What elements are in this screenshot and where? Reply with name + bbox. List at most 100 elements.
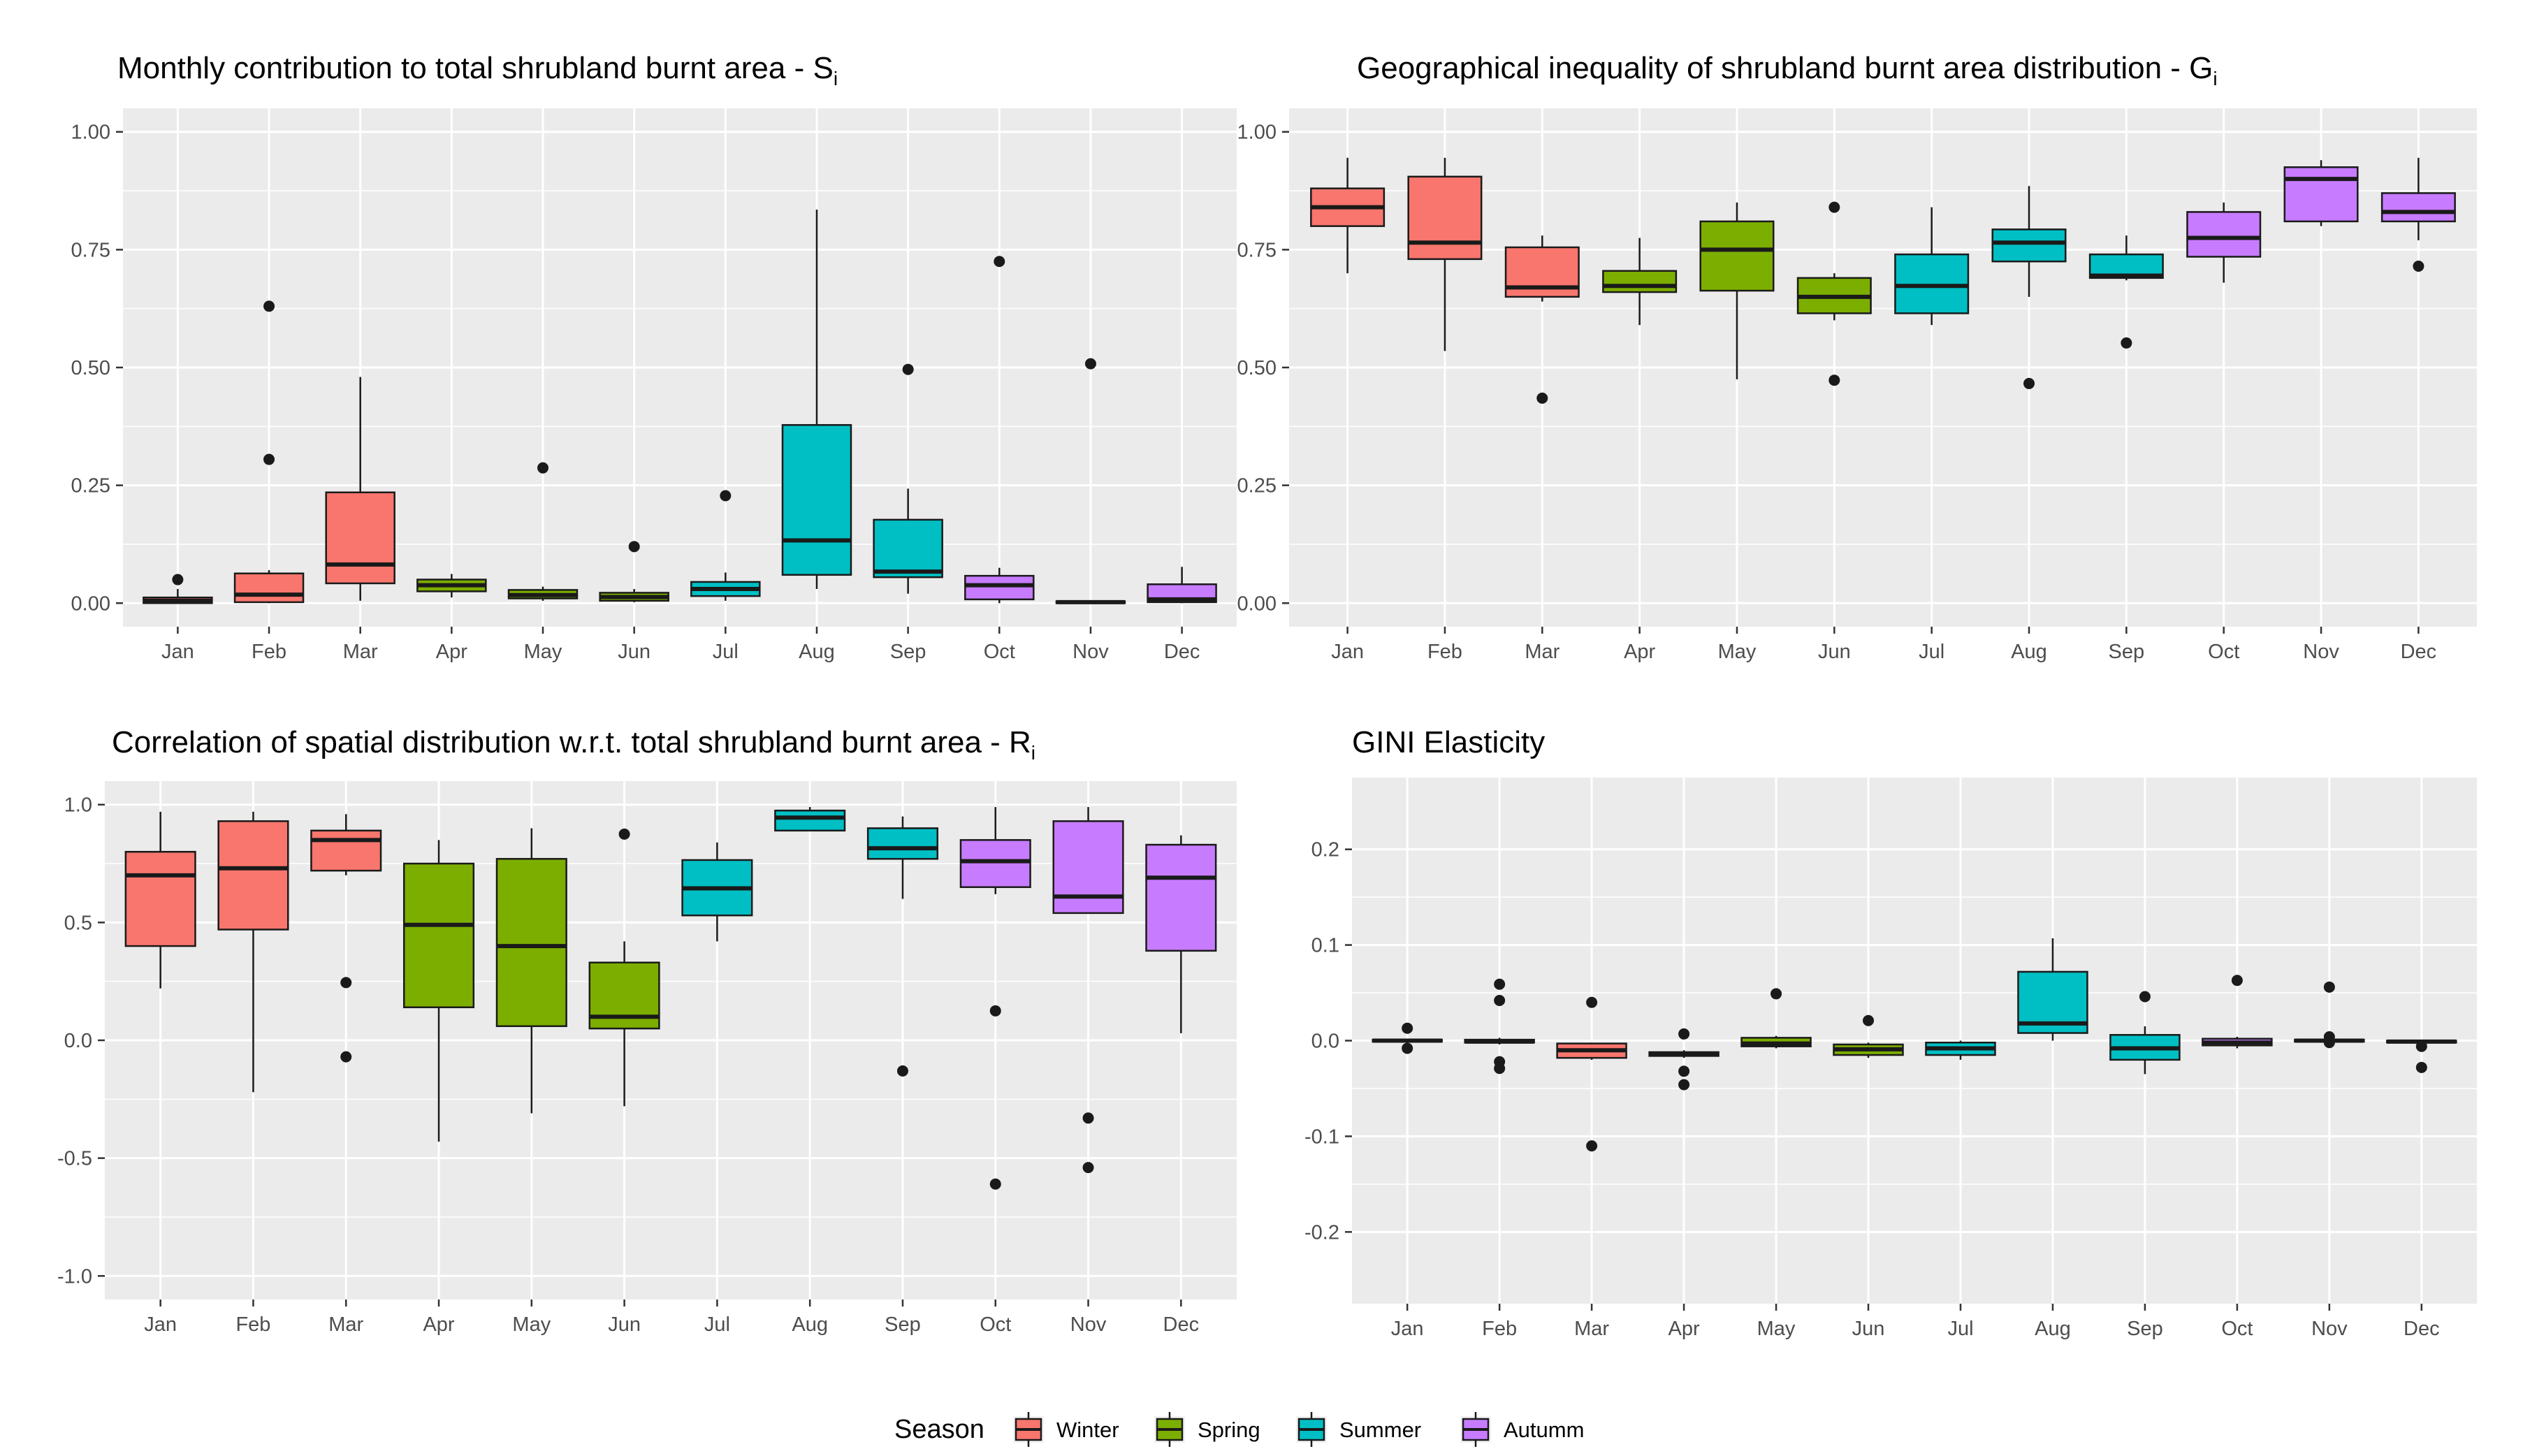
x-tick-label: Aug — [2011, 641, 2047, 663]
x-tick-label: Nov — [1073, 641, 1109, 663]
box-jul — [690, 490, 761, 601]
outlier-point — [1494, 994, 1506, 1006]
box-dec — [2380, 157, 2456, 272]
box-body — [1407, 175, 1483, 261]
legend-item-spring: Spring — [1154, 1412, 1260, 1447]
x-tick-label: Nov — [2303, 641, 2339, 663]
outlier-point — [263, 453, 275, 465]
box-nov — [1055, 358, 1126, 604]
y-tick-label: 1.00 — [71, 122, 110, 144]
outlier-point — [1863, 1014, 1875, 1026]
box-body — [217, 820, 289, 931]
outlier-point — [2415, 1061, 2427, 1073]
box-aug — [781, 210, 852, 590]
y-tick-label: 1.00 — [1237, 122, 1277, 144]
outlier-point — [537, 462, 549, 474]
box-nov — [2294, 981, 2365, 1049]
x-tick-label: Apr — [423, 1313, 454, 1336]
outlier-point — [989, 1005, 1001, 1017]
y-tick-label: 0.50 — [71, 357, 110, 379]
x-tick-label: Aug — [799, 641, 835, 663]
outlier-point — [1084, 358, 1096, 370]
x-tick-label: Jan — [144, 1313, 177, 1336]
legend-item-winter: Winter — [1013, 1412, 1119, 1447]
x-tick-label: Oct — [980, 1313, 1011, 1336]
chart-panel-3: -1.0 -0.5 0.0 0.5 1.0 Jan Feb Mar Apr May Jun Jul Au… — [57, 725, 1237, 1336]
outlier-point — [1536, 392, 1548, 404]
box-jul — [1925, 1040, 1996, 1060]
outlier-point — [340, 1051, 352, 1063]
legend-label: Spring — [1198, 1418, 1260, 1442]
legend-title: Season — [894, 1415, 984, 1444]
y-tick-label: -0.5 — [57, 1148, 92, 1170]
outlier-point — [1771, 988, 1782, 1000]
outlier-point — [1678, 1079, 1690, 1091]
box-body — [781, 424, 852, 576]
outlier-point — [2323, 1037, 2335, 1049]
box-body — [1699, 220, 1775, 292]
outlier-point — [2413, 260, 2424, 272]
x-tick-label: Feb — [1482, 1318, 1517, 1340]
box-jan — [124, 811, 196, 989]
x-tick-label: Jul — [1919, 641, 1944, 663]
outlier-point — [1402, 1042, 1413, 1054]
box-body — [124, 850, 196, 947]
x-tick-label: Feb — [252, 641, 286, 663]
chart-title: Monthly contribution to total shrubland … — [117, 51, 838, 89]
x-tick-label: Mar — [1574, 1318, 1609, 1340]
box-feb — [233, 300, 305, 604]
y-tick-label: 0.75 — [1237, 239, 1277, 261]
x-tick-label: Dec — [1163, 1313, 1200, 1336]
box-body — [1052, 820, 1124, 915]
legend-item-autumn: Autumm — [1460, 1412, 1584, 1447]
outlier-point — [1586, 1140, 1598, 1152]
box-oct — [2202, 975, 2273, 1049]
x-tick-label: Jun — [1852, 1318, 1885, 1340]
outlier-point — [1082, 1162, 1094, 1174]
box-may — [507, 462, 579, 601]
box-jun — [1796, 201, 1872, 386]
x-tick-label: Jan — [161, 641, 194, 663]
box-body — [495, 858, 567, 1028]
box-apr — [416, 574, 487, 598]
box-body — [1602, 270, 1678, 293]
outlier-point — [1678, 1065, 1690, 1077]
box-jul — [681, 842, 753, 942]
x-tick-label: May — [512, 1313, 551, 1336]
box-nov — [1052, 807, 1124, 1174]
chart-title: Correlation of spatial distribution w.r.… — [112, 725, 1035, 764]
box-feb — [1407, 157, 1483, 351]
box-body — [2283, 166, 2359, 223]
y-tick-label: 0.25 — [71, 475, 110, 497]
box-jul — [1894, 207, 1970, 326]
box-body — [1145, 843, 1217, 952]
box-jun — [599, 541, 669, 602]
x-tick-label: Jan — [1391, 1318, 1424, 1340]
y-tick-label: 0.75 — [71, 239, 110, 261]
outlier-point — [2121, 337, 2132, 349]
box-sep — [2088, 235, 2164, 349]
box-body — [402, 862, 475, 1009]
legend: Season Winter Spring Summer Autumm — [894, 1412, 1584, 1447]
y-tick-label: -0.2 — [1304, 1221, 1339, 1244]
chart-title: Geographical inequality of shrubland bur… — [1357, 51, 2218, 89]
outlier-point — [1402, 1022, 1413, 1034]
outlier-point — [1494, 978, 1506, 990]
x-tick-label: Sep — [885, 1313, 921, 1336]
x-tick-label: Jul — [1947, 1318, 1973, 1340]
outlier-point — [2231, 975, 2243, 987]
x-tick-label: Apr — [436, 641, 467, 663]
x-tick-label: Sep — [2109, 641, 2145, 663]
legend-item-summer: Summer — [1296, 1412, 1421, 1447]
y-tick-label: 0.0 — [1311, 1031, 1339, 1053]
outlier-point — [2323, 981, 2335, 993]
box-jun — [588, 828, 660, 1107]
x-tick-label: Dec — [1164, 641, 1200, 663]
y-tick-label: -0.1 — [1304, 1126, 1339, 1148]
x-tick-label: Jul — [713, 641, 739, 663]
x-tick-label: Aug — [2035, 1318, 2071, 1340]
outlier-point — [1828, 201, 1840, 213]
box-jan — [1310, 157, 1386, 274]
x-tick-label: Nov — [2311, 1318, 2348, 1340]
y-tick-label: -1.0 — [57, 1265, 92, 1288]
